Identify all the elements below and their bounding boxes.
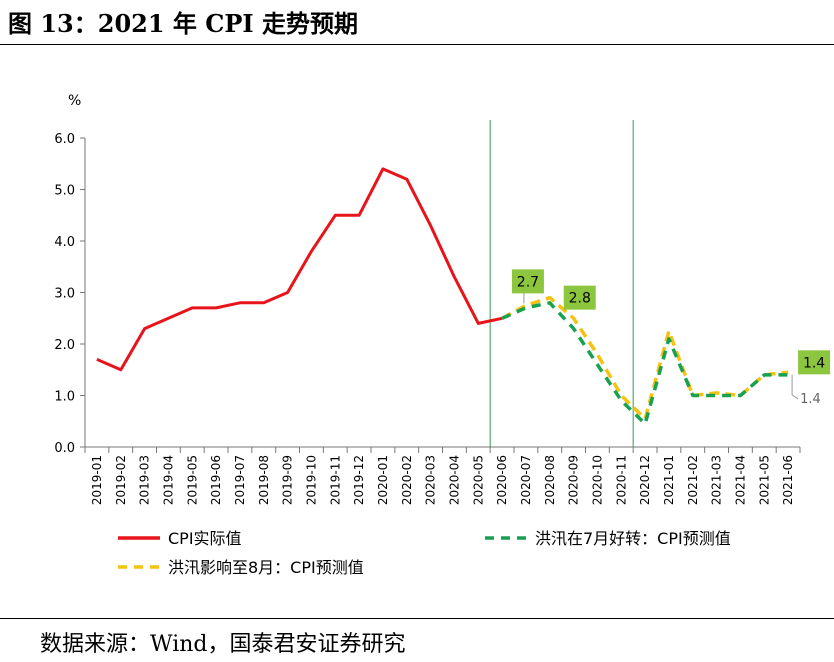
x-tick-label: 2019-06 xyxy=(209,455,223,505)
y-tick-label: 3.0 xyxy=(54,287,75,302)
y-tick-label: 1.0 xyxy=(54,390,75,405)
data-label: 1.4 xyxy=(800,392,821,407)
data-label-box xyxy=(563,285,596,310)
x-tick-label: 2020-06 xyxy=(495,455,509,505)
x-tick-label: 2019-09 xyxy=(281,455,295,505)
x-tick-label: 2020-04 xyxy=(447,455,461,505)
x-tick-label: 2020-08 xyxy=(543,455,557,505)
x-tick-label: 2019-11 xyxy=(328,455,342,505)
x-tick-label: 2019-12 xyxy=(352,455,366,505)
x-tick-label: 2020-09 xyxy=(567,455,581,505)
x-tick-label: 2021-06 xyxy=(781,455,795,505)
annotation-leader xyxy=(791,374,799,400)
x-tick-label: 2020-02 xyxy=(400,455,414,505)
x-tick-label: 2019-04 xyxy=(161,455,175,505)
data-label: 2.7 xyxy=(517,274,539,290)
x-tick-label: 2020-07 xyxy=(519,455,533,505)
y-tick-label: 2.0 xyxy=(54,338,75,353)
x-tick-label: 2019-05 xyxy=(185,455,199,505)
y-tick-label: 0.0 xyxy=(54,441,75,456)
data-label-box xyxy=(511,269,544,294)
x-tick-label: 2019-02 xyxy=(114,455,128,505)
x-tick-label: 2021-02 xyxy=(686,455,700,505)
source-rule xyxy=(0,618,834,619)
series-line-1 xyxy=(501,301,789,426)
x-tick-label: 2019-08 xyxy=(257,455,271,505)
x-tick-label: 2020-11 xyxy=(614,455,628,505)
x-tick-label: 2020-05 xyxy=(471,455,485,505)
x-tick-label: 2020-03 xyxy=(424,455,438,505)
data-label: 2.8 xyxy=(569,291,591,307)
x-tick-label: 2019-10 xyxy=(304,455,318,505)
x-tick-label: 2019-03 xyxy=(138,455,152,505)
figure-title: 图 13：2021 年 CPI 走势预期 xyxy=(8,9,358,38)
y-tick-label: 5.0 xyxy=(54,184,75,199)
x-tick-label: 2020-10 xyxy=(590,455,604,505)
x-tick-label: 2021-04 xyxy=(733,455,747,505)
data-label: 1.4 xyxy=(803,355,825,371)
y-tick-label: 6.0 xyxy=(54,132,75,147)
x-tick-label: 2021-05 xyxy=(757,455,771,505)
cpi-line-chart: % 0.0 1.0 2.0 3.0 4.0 5.0 6.0 2019-01 2019-02 2019… xyxy=(54,93,831,577)
source-note: 数据来源：Wind，国泰君安证券研究 xyxy=(40,632,406,657)
x-tick-label: 2020-12 xyxy=(638,455,652,505)
y-axis-unit-label: % xyxy=(68,93,81,109)
data-label-box xyxy=(798,350,831,375)
y-tick-label: 4.0 xyxy=(54,235,75,250)
series-line-2 xyxy=(501,295,789,421)
x-tick-label: 2019-01 xyxy=(90,455,104,505)
title-rule xyxy=(0,44,834,45)
series-line-0 xyxy=(96,167,503,372)
legend-label-2: 洪汛影响至8月：CPI预测值 xyxy=(168,558,364,577)
x-tick-label: 2020-01 xyxy=(376,455,390,505)
legend-label-1: 洪汛在7月好转：CPI预测值 xyxy=(535,529,731,548)
x-tick-label: 2019-07 xyxy=(233,455,247,505)
x-tick-label: 2021-01 xyxy=(662,455,676,505)
x-tick-label: 2021-03 xyxy=(710,455,724,505)
legend-label-0: CPI实际值 xyxy=(168,529,242,548)
